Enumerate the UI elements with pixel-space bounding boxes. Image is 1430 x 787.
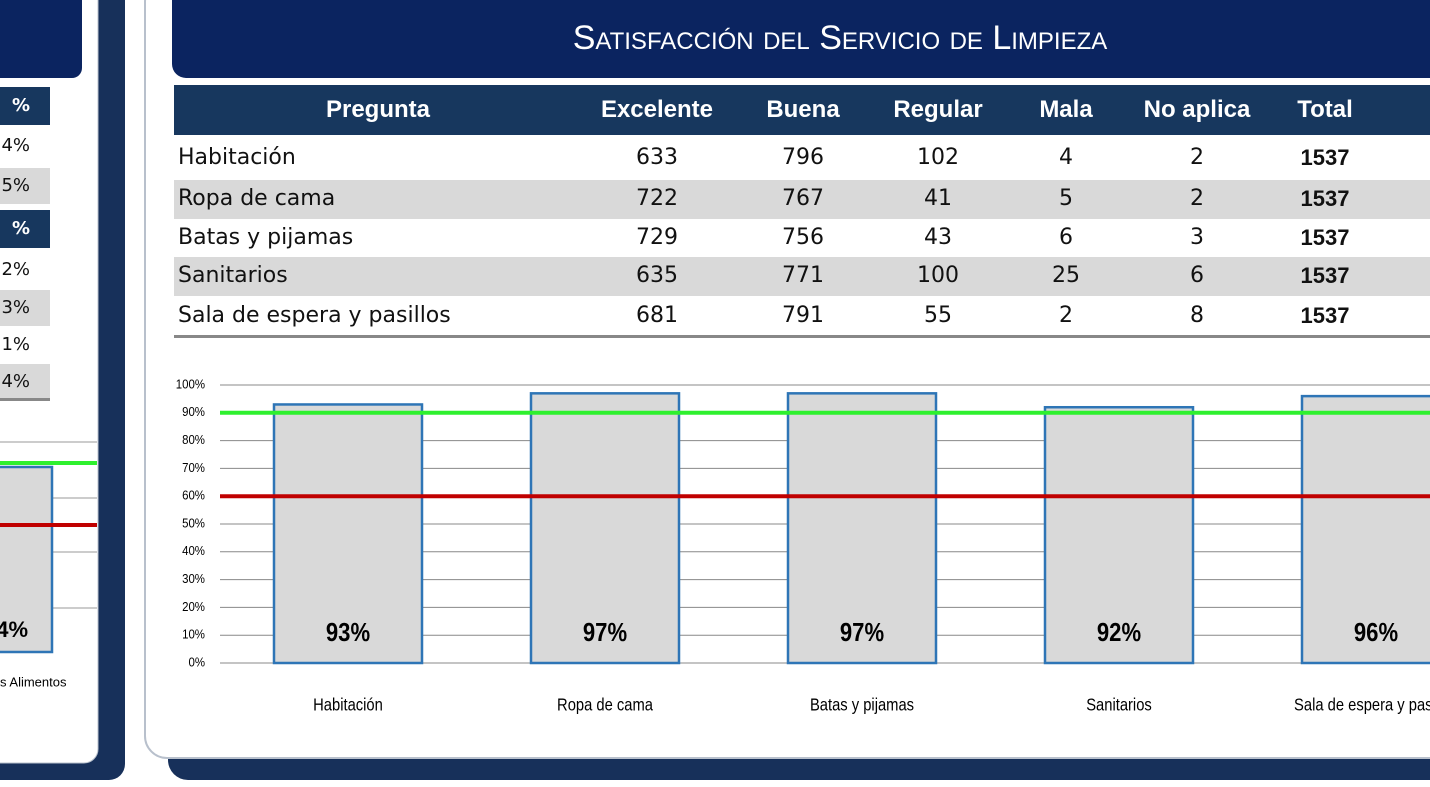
bar (0, 465, 54, 654)
cell: 4 (1059, 145, 1073, 170)
bar (1300, 394, 1430, 665)
row-label: Sala de espera y pasillos (178, 303, 451, 328)
cell: 791 (782, 303, 824, 328)
title: Satisfacción del Servicio de Limpieza (573, 19, 1108, 57)
column-header: Total (1297, 96, 1353, 123)
cell: 756 (782, 225, 824, 250)
cell: 771 (782, 263, 824, 288)
row-label: Batas y pijamas (178, 225, 354, 250)
row-band (174, 180, 1430, 219)
left-header (0, 0, 82, 78)
cell: 633 (636, 145, 678, 170)
y-tick-label: 80% (182, 432, 205, 447)
cell: 41 (924, 186, 952, 211)
x-tick-label: Batas y pijamas (810, 695, 914, 715)
cell: 729 (636, 225, 678, 250)
x-tick-label: Habitación (313, 695, 383, 715)
cell: 43 (924, 225, 952, 250)
bar (786, 392, 938, 665)
column-header: No aplica (1143, 96, 1251, 123)
y-tick-label: 70% (182, 460, 205, 475)
row-band (174, 257, 1430, 296)
left-table-rule (0, 398, 50, 401)
title-bar (172, 0, 1430, 78)
chart: 0% 10% 20% 30% 40% 50% 60% 70% 80% 90% 100% 93% Habi… (176, 377, 1430, 715)
cell: 6 (1059, 225, 1073, 250)
cell: 8 (1190, 303, 1204, 328)
bar (272, 403, 424, 665)
bar (1043, 405, 1195, 665)
column-header: Regular (893, 96, 983, 123)
y-tick-label: 40% (182, 544, 205, 559)
cell: 2 (1059, 303, 1073, 328)
cell: 25 (1052, 263, 1080, 288)
row-label: Sanitarios (178, 263, 288, 288)
cell: 1537 (1300, 303, 1350, 328)
cell: 6 (1190, 263, 1204, 288)
value-label: 92% (1097, 618, 1141, 647)
cell: 635 (636, 263, 678, 288)
left-cell: % (0, 87, 50, 125)
bar (529, 392, 681, 665)
value-label: 96% (1354, 618, 1398, 647)
left-chart-fragment: 4% s Alimentos (0, 441, 97, 689)
cell: 1537 (1300, 186, 1350, 211)
cell: 55 (924, 303, 952, 328)
left-cell: 4% (0, 364, 50, 400)
category-label: s Alimentos (0, 674, 67, 689)
left-cell: % (0, 210, 50, 248)
value-label: 93% (326, 618, 370, 647)
y-tick-label: 60% (182, 488, 205, 503)
y-tick-label: 20% (182, 599, 205, 614)
row-label: Habitación (178, 145, 296, 170)
y-tick-label: 90% (182, 405, 205, 420)
table-rule (174, 335, 1430, 338)
cell: 681 (636, 303, 678, 328)
cell: 796 (782, 145, 824, 170)
y-tick-label: 100% (176, 377, 205, 392)
x-tick-label: Sanitarios (1086, 695, 1152, 715)
column-header: Buena (766, 96, 840, 123)
cell: 102 (917, 145, 959, 170)
left-cell: 4% (0, 128, 50, 164)
y-tick-label: 10% (182, 627, 205, 642)
cell: 5 (1059, 186, 1073, 211)
bar-label: 4% (0, 617, 28, 642)
table-header (174, 85, 1430, 135)
cell: 1537 (1300, 145, 1350, 170)
left-cell: 1% (0, 327, 50, 363)
column-header: Pregunta (325, 96, 430, 123)
y-tick-label: 0% (188, 655, 205, 670)
column-header: Mala (1039, 96, 1093, 123)
x-tick-label: Ropa de cama (557, 695, 654, 715)
y-tick-label: 30% (182, 571, 205, 586)
cell: 1537 (1300, 225, 1350, 250)
cell: 100 (917, 263, 959, 288)
x-tick-label: Sala de espera y pasillos (1294, 695, 1430, 715)
column-header: Excelente (600, 96, 714, 123)
left-cell: 3% (0, 290, 50, 326)
left-cell: 5% (0, 168, 50, 204)
cell: 722 (636, 186, 678, 211)
cell: 767 (782, 186, 824, 211)
cell: 1537 (1300, 263, 1350, 288)
cell: 3 (1190, 225, 1204, 250)
cell: 2 (1190, 145, 1204, 170)
y-tick-label: 50% (182, 516, 205, 531)
cell: 2 (1190, 186, 1204, 211)
value-label: 97% (583, 618, 627, 647)
left-cell: 2% (0, 252, 50, 288)
value-label: 97% (840, 618, 884, 647)
row-label: Ropa de cama (178, 186, 336, 211)
